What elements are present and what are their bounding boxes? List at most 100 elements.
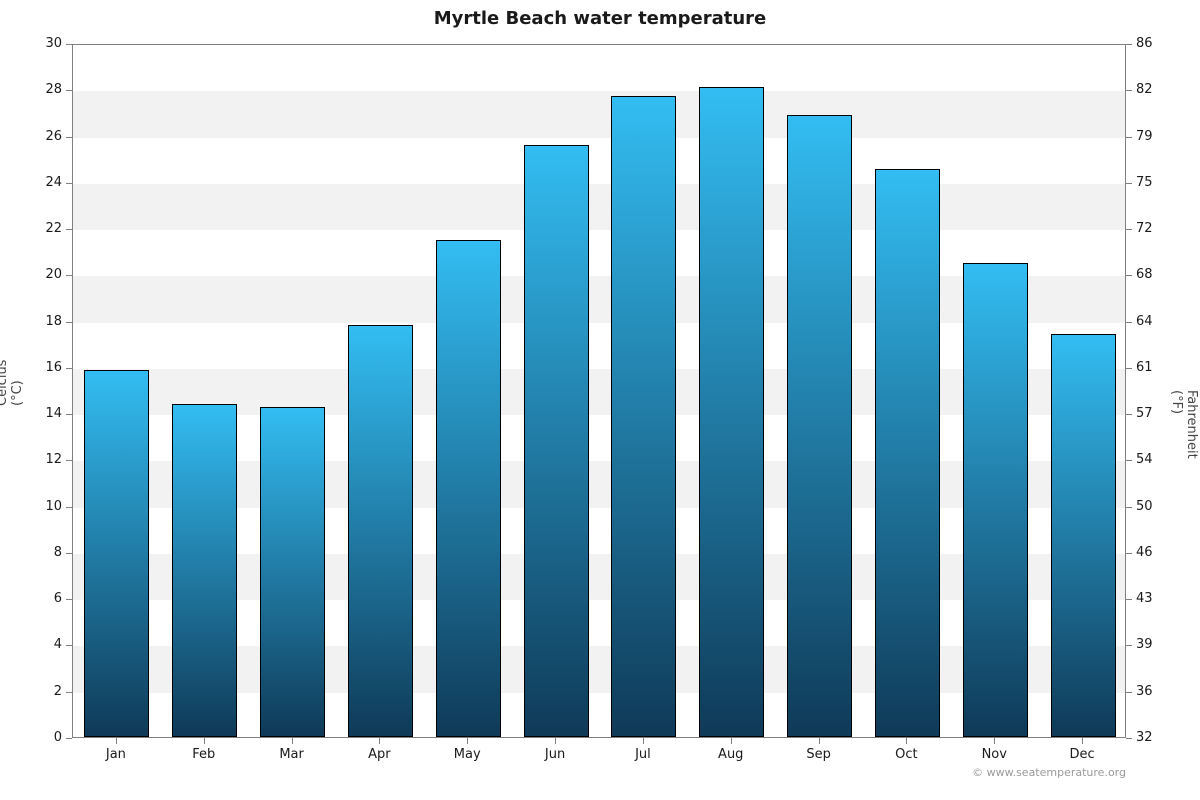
x-tick-label: Nov — [982, 748, 1007, 761]
y-left-tick-label: 10 — [22, 500, 62, 513]
y-right-tick-label: 64 — [1136, 315, 1153, 328]
y-right-tick-mark — [1126, 229, 1132, 230]
y-left-tick-label: 18 — [22, 315, 62, 328]
x-tick-mark — [731, 738, 732, 744]
y-right-tick-label: 54 — [1136, 453, 1153, 466]
x-tick-label: Jan — [106, 748, 126, 761]
bar-nov — [963, 263, 1028, 737]
x-tick-label: Feb — [192, 748, 215, 761]
y-right-tick-label: 57 — [1136, 407, 1153, 420]
y-right-tick-mark — [1126, 90, 1132, 91]
y-left-tick-label: 28 — [22, 83, 62, 96]
y-left-tick-mark — [66, 275, 72, 276]
y-left-tick-label: 6 — [22, 592, 62, 605]
y-right-tick-label: 72 — [1136, 222, 1153, 235]
y-left-tick-mark — [66, 90, 72, 91]
y-right-tick-mark — [1126, 44, 1132, 45]
water-temperature-chart: Myrtle Beach water temperature 024681012… — [0, 0, 1200, 800]
x-tick-mark — [204, 738, 205, 744]
x-tick-mark — [1082, 738, 1083, 744]
x-tick-mark — [819, 738, 820, 744]
credit-text: © www.seatemperature.org — [972, 766, 1126, 779]
y-right-tick-label: 36 — [1136, 685, 1153, 698]
y-left-tick-mark — [66, 137, 72, 138]
x-tick-label: Jul — [635, 748, 651, 761]
y-left-tick-label: 8 — [22, 546, 62, 559]
y-left-tick-mark — [66, 414, 72, 415]
bar-series — [73, 45, 1125, 737]
bar-mar — [260, 407, 325, 737]
x-tick-label: Apr — [368, 748, 391, 761]
bar-oct — [875, 169, 940, 737]
y-right-tick-mark — [1126, 507, 1132, 508]
x-tick-label: Aug — [718, 748, 743, 761]
y-right-tick-label: 50 — [1136, 500, 1153, 513]
y-left-tick-mark — [66, 692, 72, 693]
bar-aug — [699, 87, 764, 737]
bar-jan — [84, 370, 149, 737]
y-left-tick-label: 14 — [22, 407, 62, 420]
y-right-tick-mark — [1126, 137, 1132, 138]
y-right-tick-mark — [1126, 738, 1132, 739]
y-right-tick-mark — [1126, 460, 1132, 461]
y-left-tick-mark — [66, 507, 72, 508]
y-left-tick-label: 30 — [22, 37, 62, 50]
y-right-tick-mark — [1126, 414, 1132, 415]
x-tick-mark — [467, 738, 468, 744]
y-left-tick-label: 20 — [22, 268, 62, 281]
bar-jun — [524, 145, 589, 737]
y-right-tick-label: 39 — [1136, 638, 1153, 651]
x-tick-mark — [643, 738, 644, 744]
y-left-tick-mark — [66, 553, 72, 554]
bar-jul — [611, 96, 676, 737]
y-right-tick-label: 61 — [1136, 361, 1153, 374]
bar-dec — [1051, 334, 1116, 737]
y-left-tick-label: 12 — [22, 453, 62, 466]
y-left-tick-mark — [66, 460, 72, 461]
x-tick-mark — [292, 738, 293, 744]
x-tick-label: May — [454, 748, 481, 761]
x-tick-label: Oct — [895, 748, 917, 761]
y-right-tick-label: 82 — [1136, 83, 1153, 96]
y-left-tick-mark — [66, 599, 72, 600]
y-left-axis-label: Celcius (°C) — [0, 390, 25, 406]
plot-area — [72, 44, 1126, 738]
y-left-tick-mark — [66, 44, 72, 45]
y-left-tick-mark — [66, 738, 72, 739]
x-tick-mark — [906, 738, 907, 744]
y-right-tick-label: 43 — [1136, 592, 1153, 605]
chart-title: Myrtle Beach water temperature — [0, 8, 1200, 29]
bar-sep — [787, 115, 852, 737]
y-right-tick-mark — [1126, 553, 1132, 554]
x-tick-mark — [379, 738, 380, 744]
x-tick-mark — [555, 738, 556, 744]
y-left-tick-mark — [66, 183, 72, 184]
y-right-tick-label: 79 — [1136, 130, 1153, 143]
x-tick-label: Sep — [806, 748, 831, 761]
y-right-tick-label: 86 — [1136, 37, 1153, 50]
y-left-tick-mark — [66, 645, 72, 646]
y-left-tick-label: 24 — [22, 176, 62, 189]
bar-apr — [348, 325, 413, 737]
x-tick-label: Jun — [545, 748, 565, 761]
y-left-tick-label: 0 — [22, 731, 62, 744]
y-right-tick-mark — [1126, 183, 1132, 184]
y-left-tick-mark — [66, 229, 72, 230]
x-tick-label: Dec — [1070, 748, 1095, 761]
y-right-tick-mark — [1126, 368, 1132, 369]
y-left-tick-label: 2 — [22, 685, 62, 698]
y-right-tick-mark — [1126, 275, 1132, 276]
y-right-tick-label: 46 — [1136, 546, 1153, 559]
y-left-tick-label: 26 — [22, 130, 62, 143]
y-left-tick-label: 4 — [22, 638, 62, 651]
y-right-tick-label: 68 — [1136, 268, 1153, 281]
y-left-tick-mark — [66, 368, 72, 369]
y-right-tick-mark — [1126, 645, 1132, 646]
y-right-tick-label: 32 — [1136, 731, 1153, 744]
y-left-tick-label: 16 — [22, 361, 62, 374]
y-right-tick-mark — [1126, 322, 1132, 323]
y-left-tick-label: 22 — [22, 222, 62, 235]
y-right-tick-mark — [1126, 692, 1132, 693]
x-tick-mark — [116, 738, 117, 744]
bar-may — [436, 240, 501, 737]
